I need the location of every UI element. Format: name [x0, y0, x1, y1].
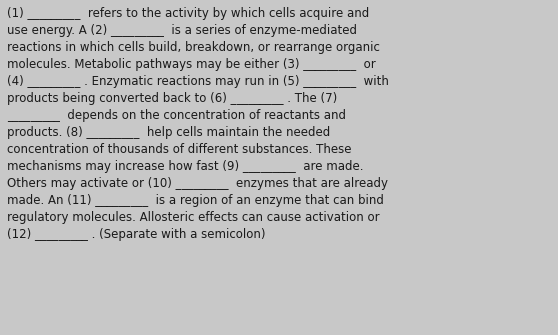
Text: (1) _________  refers to the activity by which cells acquire and
use energy. A (: (1) _________ refers to the activity by … — [7, 7, 388, 242]
